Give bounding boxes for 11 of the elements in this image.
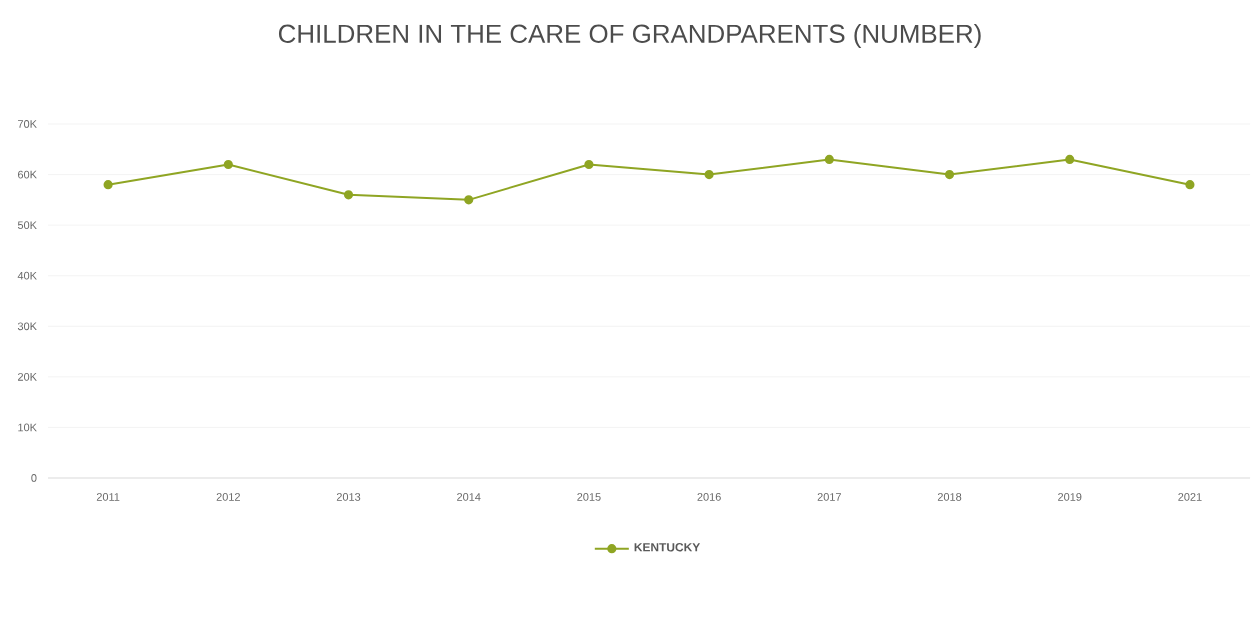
point bbox=[944, 169, 955, 180]
point bbox=[464, 195, 474, 205]
point bbox=[1065, 154, 1075, 164]
chart-title: CHILDREN IN THE CARE OF GRANDPARENTS (NUMBER) bbox=[278, 23, 981, 49]
point bbox=[223, 159, 233, 170]
point bbox=[343, 190, 354, 200]
point bbox=[584, 159, 594, 170]
point bbox=[1185, 180, 1195, 190]
point bbox=[103, 180, 113, 190]
point bbox=[824, 154, 834, 164]
point bbox=[704, 169, 714, 180]
